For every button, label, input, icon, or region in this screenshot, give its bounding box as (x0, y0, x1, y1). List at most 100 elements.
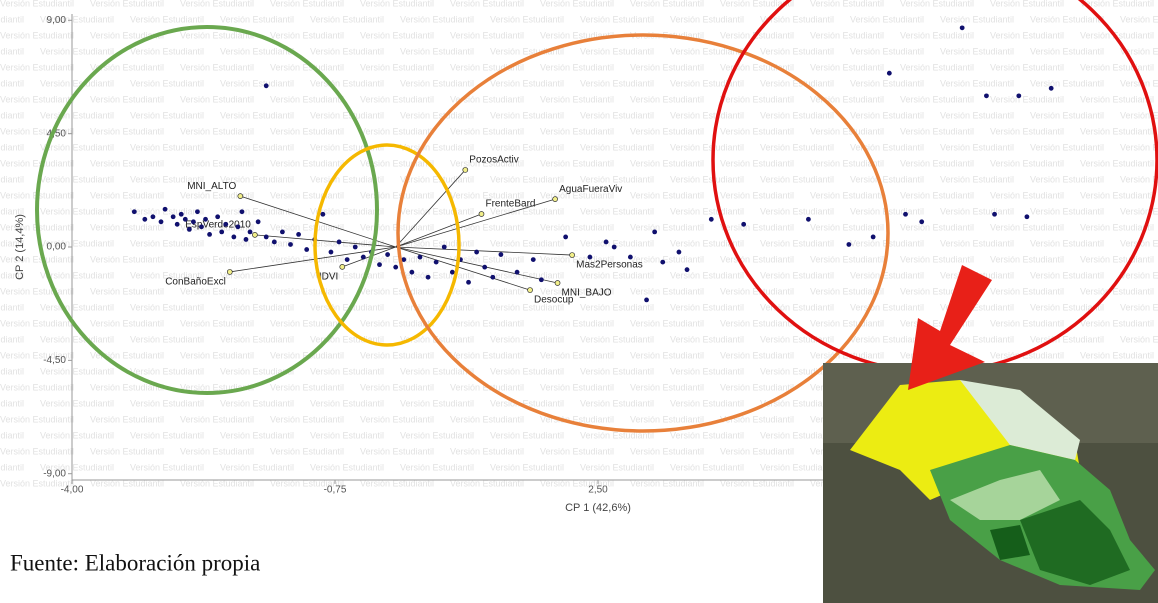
watermark-text: Versión Estudiantil (630, 94, 704, 104)
point (498, 252, 503, 257)
chart: Versión Estudiantil Versión Estudiantil Ve… (0, 0, 1158, 603)
watermark-text: Versión Estudiantil (40, 398, 114, 408)
vector-end (340, 264, 345, 269)
watermark-text: Versión Estudiantil (990, 62, 1064, 72)
watermark-text: Versión Estudiantil (900, 126, 974, 136)
watermark-text: Versión Estudiantil (450, 414, 524, 424)
watermark-text: Versión Estudiantil (990, 126, 1064, 136)
point (163, 207, 168, 212)
watermark-text: Versión Estudiantil (180, 446, 254, 456)
watermark-text: Versión Estudiantil (0, 318, 74, 328)
watermark-text: Versión Estudiantil (810, 286, 884, 296)
watermark-text: Versión Estudiantil (0, 62, 74, 72)
watermark-text: Versión Estudiantil (940, 78, 1014, 88)
watermark-text: Versión Estudiantil (760, 270, 834, 280)
watermark-text: Versión Estudiantil (400, 398, 474, 408)
watermark-text: Versión Estudiantil (630, 414, 704, 424)
watermark-text: Versión Estudiantil (490, 142, 564, 152)
point (418, 255, 423, 260)
watermark-text: Versión Estudiantil (940, 206, 1014, 216)
watermark-text: Versión Estudiantil (130, 302, 204, 312)
point (677, 250, 682, 255)
watermark-text: Versión Estudiantil (490, 110, 564, 120)
point (450, 270, 455, 275)
point (320, 212, 325, 217)
point (685, 267, 690, 272)
watermark-text: Versión Estudiantil (40, 430, 114, 440)
watermark-text: Versión Estudiantil (180, 350, 254, 360)
watermark-text: Versión Estudiantil (990, 0, 1064, 8)
point (159, 219, 164, 224)
watermark-text: Versión Estudiantil (0, 94, 74, 104)
point (660, 260, 665, 265)
point (361, 255, 366, 260)
watermark-text: Versión Estudiantil (180, 0, 254, 8)
watermark-text: Versión Estudiantil (900, 30, 974, 40)
point (171, 214, 176, 219)
watermark-text: Versión Estudiantil (580, 206, 654, 216)
watermark-text: Versión Estudiantil (360, 62, 434, 72)
watermark-text: Versión Estudiantil (400, 206, 474, 216)
watermark-text: Versión Estudiantil (0, 366, 24, 376)
vector-label: AguaFueraViv (559, 184, 622, 195)
watermark-text: Versión Estudiantil (130, 398, 204, 408)
watermark-text: Versión Estudiantil (1080, 158, 1154, 168)
watermark-text: Versión Estudiantil (540, 0, 614, 8)
point (887, 71, 892, 76)
point (353, 245, 358, 250)
watermark-text: Versión Estudiantil (630, 446, 704, 456)
watermark-text: Versión Estudiantil (0, 302, 24, 312)
watermark-text: Versión Estudiantil (310, 78, 384, 88)
watermark-text: Versión Estudiantil (580, 238, 654, 248)
y-tick-label: -4,50 (43, 355, 66, 366)
vector-label: Mas2Personas (576, 260, 643, 271)
watermark-text: Versión Estudiantil (90, 254, 164, 264)
watermark-text: Versión Estudiantil (1120, 334, 1158, 344)
watermark-text: Versión Estudiantil (0, 0, 74, 8)
watermark-text: Versión Estudiantil (400, 430, 474, 440)
watermark-text: Versión Estudiantil (940, 142, 1014, 152)
watermark-text: Versión Estudiantil (540, 446, 614, 456)
point (337, 240, 342, 245)
point (199, 224, 204, 229)
watermark-text: Versión Estudiantil (720, 222, 794, 232)
vector-label: MNI_ALTO (187, 181, 236, 192)
watermark-text: Versión Estudiantil (1030, 334, 1104, 344)
watermark-text: Versión Estudiantil (270, 126, 344, 136)
watermark-text: Versión Estudiantil (130, 14, 204, 24)
watermark-text: Versión Estudiantil (40, 174, 114, 184)
watermark-text: Versión Estudiantil (1030, 238, 1104, 248)
watermark-text: Versión Estudiantil (40, 110, 114, 120)
point (142, 217, 147, 222)
watermark-text: Versión Estudiantil (1120, 14, 1158, 24)
watermark-text: Versión Estudiantil (0, 78, 24, 88)
watermark-text: Versión Estudiantil (400, 14, 474, 24)
watermark-text: Versión Estudiantil (540, 382, 614, 392)
vector-end (479, 212, 484, 217)
watermark-text: Versión Estudiantil (90, 158, 164, 168)
watermark-text: Versión Estudiantil (90, 318, 164, 328)
watermark-text: Versión Estudiantil (720, 446, 794, 456)
point (183, 217, 188, 222)
watermark-text: Versión Estudiantil (990, 94, 1064, 104)
watermark-text: Versión Estudiantil (1080, 318, 1154, 328)
watermark-text: Versión Estudiantil (220, 142, 294, 152)
watermark-text: Versión Estudiantil (900, 94, 974, 104)
watermark-text: Versión Estudiantil (630, 158, 704, 168)
watermark-text: Versión Estudiantil (580, 110, 654, 120)
watermark-text: Versión Estudiantil (450, 286, 524, 296)
point (215, 214, 220, 219)
watermark-text: Versión Estudiantil (90, 190, 164, 200)
caption: Fuente: Elaboración propia (10, 550, 260, 575)
point (179, 212, 184, 217)
point (903, 212, 908, 217)
watermark-text: Versión Estudiantil (850, 174, 924, 184)
watermark-text: Versión Estudiantil (720, 126, 794, 136)
watermark-text: Versión Estudiantil (670, 206, 744, 216)
watermark-text: Versión Estudiantil (1080, 254, 1154, 264)
point (741, 222, 746, 227)
point (219, 229, 224, 234)
point (231, 235, 236, 240)
watermark-text: Versión Estudiantil (850, 78, 924, 88)
watermark-text: Versión Estudiantil (450, 126, 524, 136)
